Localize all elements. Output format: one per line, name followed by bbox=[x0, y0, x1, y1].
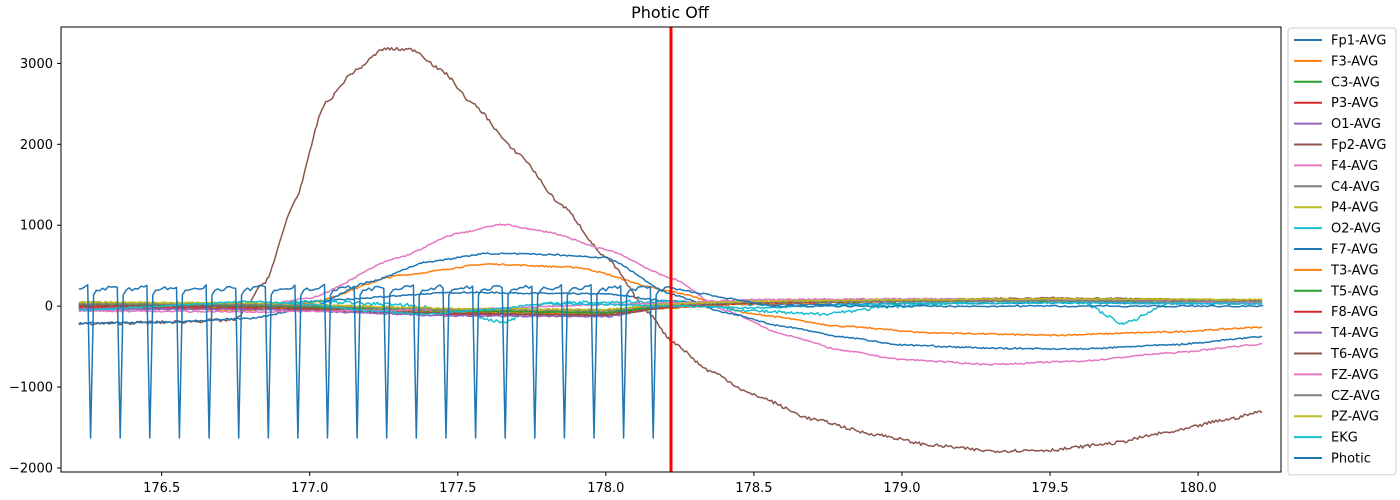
legend-item: O2-AVG bbox=[1294, 222, 1381, 237]
legend-label: T4-AVG bbox=[1330, 326, 1379, 341]
legend-item: PZ-AVG bbox=[1294, 410, 1379, 425]
plot-area bbox=[78, 27, 1264, 472]
legend-item: C4-AVG bbox=[1294, 180, 1380, 195]
legend-label: Photic bbox=[1331, 452, 1371, 467]
legend-item: FZ-AVG bbox=[1294, 368, 1379, 383]
legend-item: T6-AVG bbox=[1294, 347, 1379, 362]
legend-item: T3-AVG bbox=[1294, 263, 1379, 278]
legend-item: Fp2-AVG bbox=[1294, 138, 1386, 153]
chart-title: Photic Off bbox=[631, 3, 710, 22]
x-tick-label: 176.5 bbox=[143, 481, 180, 496]
x-tick-label: 178.5 bbox=[735, 481, 772, 496]
axes-frame bbox=[60, 26, 1282, 473]
x-tick-label: 178.0 bbox=[587, 481, 624, 496]
legend-label: F8-AVG bbox=[1331, 305, 1378, 320]
x-tick-label: 177.0 bbox=[291, 481, 328, 496]
y-tick-label: 3000 bbox=[20, 57, 53, 72]
legend-item: P4-AVG bbox=[1294, 201, 1379, 216]
legend-label: F4-AVG bbox=[1331, 159, 1378, 174]
legend-label: PZ-AVG bbox=[1331, 410, 1379, 425]
legend-label: T5-AVG bbox=[1330, 284, 1379, 299]
x-tick-label: 179.0 bbox=[883, 481, 920, 496]
legend-label: F3-AVG bbox=[1331, 54, 1378, 69]
legend-box bbox=[1287, 27, 1397, 476]
x-tick-label: 180.0 bbox=[1179, 481, 1216, 496]
legend-item: F7-AVG bbox=[1294, 243, 1378, 258]
legend-label: FZ-AVG bbox=[1331, 368, 1379, 383]
legend-label: C4-AVG bbox=[1331, 180, 1380, 195]
legend-label: T3-AVG bbox=[1330, 263, 1379, 278]
y-tick-label: −1000 bbox=[9, 381, 53, 396]
legend-item: EKG bbox=[1294, 431, 1358, 446]
legend-label: Fp1-AVG bbox=[1331, 34, 1386, 49]
legend-label: CZ-AVG bbox=[1331, 389, 1380, 404]
y-tick-label: 1000 bbox=[20, 219, 53, 234]
legend-item: CZ-AVG bbox=[1294, 389, 1380, 404]
y-tick-label: 2000 bbox=[20, 138, 53, 153]
legend-item: O1-AVG bbox=[1294, 117, 1381, 132]
legend-item: F4-AVG bbox=[1294, 159, 1378, 174]
legend-label: C3-AVG bbox=[1331, 75, 1380, 90]
legend-label: F7-AVG bbox=[1331, 243, 1378, 258]
legend-item: C3-AVG bbox=[1294, 75, 1380, 90]
legend-label: P3-AVG bbox=[1331, 96, 1379, 111]
y-tick-label: 0 bbox=[45, 300, 53, 315]
legend-label: EKG bbox=[1331, 431, 1358, 446]
legend-label: O1-AVG bbox=[1331, 117, 1381, 132]
legend-label: T6-AVG bbox=[1330, 347, 1379, 362]
legend-item: F3-AVG bbox=[1294, 54, 1378, 69]
legend-item: Fp1-AVG bbox=[1294, 34, 1386, 49]
legend-item: T4-AVG bbox=[1294, 326, 1379, 341]
x-tick-label: 179.5 bbox=[1031, 481, 1068, 496]
legend-label: Fp2-AVG bbox=[1331, 138, 1386, 153]
legend-label: P4-AVG bbox=[1331, 201, 1379, 216]
legend-item: P3-AVG bbox=[1294, 96, 1379, 111]
legend-label: O2-AVG bbox=[1331, 222, 1381, 237]
legend-item: T5-AVG bbox=[1294, 284, 1379, 299]
legend-item: F8-AVG bbox=[1294, 305, 1378, 320]
x-tick-label: 177.5 bbox=[439, 481, 476, 496]
y-tick-label: −2000 bbox=[9, 461, 53, 476]
legend-item: Photic bbox=[1294, 452, 1371, 467]
